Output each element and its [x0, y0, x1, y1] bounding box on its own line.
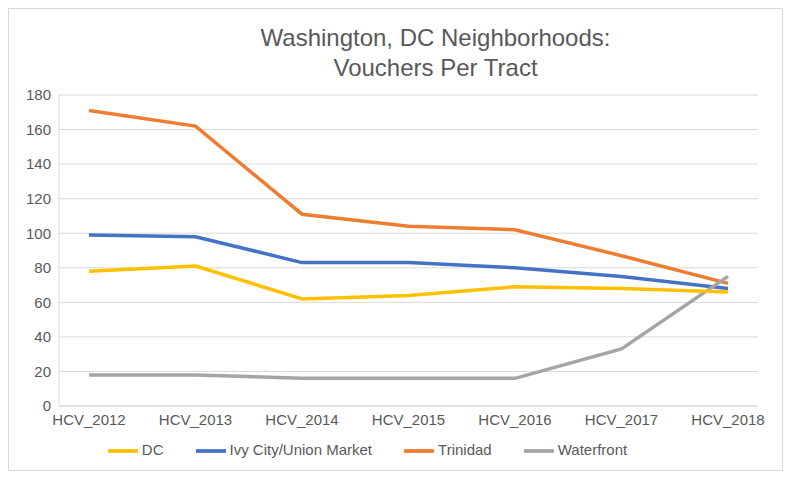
svg-text:0: 0 — [43, 397, 51, 414]
svg-text:HCV_2017: HCV_2017 — [585, 411, 658, 428]
svg-text:60: 60 — [34, 294, 51, 311]
svg-text:140: 140 — [26, 155, 51, 172]
svg-text:40: 40 — [34, 328, 51, 345]
svg-text:HCV_2018: HCV_2018 — [691, 411, 764, 428]
svg-text:HCV_2012: HCV_2012 — [52, 411, 125, 428]
html-text:Washington, DC Neighborhoods:: Washington, DC Neighborhoods: Vouchers P… — [260, 24, 611, 81]
html-text:Trinidad: Trinidad — [438, 441, 492, 458]
svg-text:HCV_2013: HCV_2013 — [159, 411, 232, 428]
svg-text:HCV_2015: HCV_2015 — [372, 411, 445, 428]
svg-text:100: 100 — [26, 225, 51, 242]
svg-text:20: 20 — [34, 363, 51, 380]
svg-text:180: 180 — [26, 87, 51, 103]
html-text:Ivy City/Union Market: Ivy City/Union Market — [229, 441, 372, 458]
html-text:DC: DC — [141, 441, 164, 458]
svg-text:HCV_2016: HCV_2016 — [478, 411, 551, 428]
svg-text:HCV_2014: HCV_2014 — [265, 411, 338, 428]
html-text:Waterfront: Waterfront — [557, 441, 628, 458]
svg-text:160: 160 — [26, 121, 51, 138]
svg-text:120: 120 — [26, 190, 51, 207]
svg-text:80: 80 — [34, 259, 51, 276]
